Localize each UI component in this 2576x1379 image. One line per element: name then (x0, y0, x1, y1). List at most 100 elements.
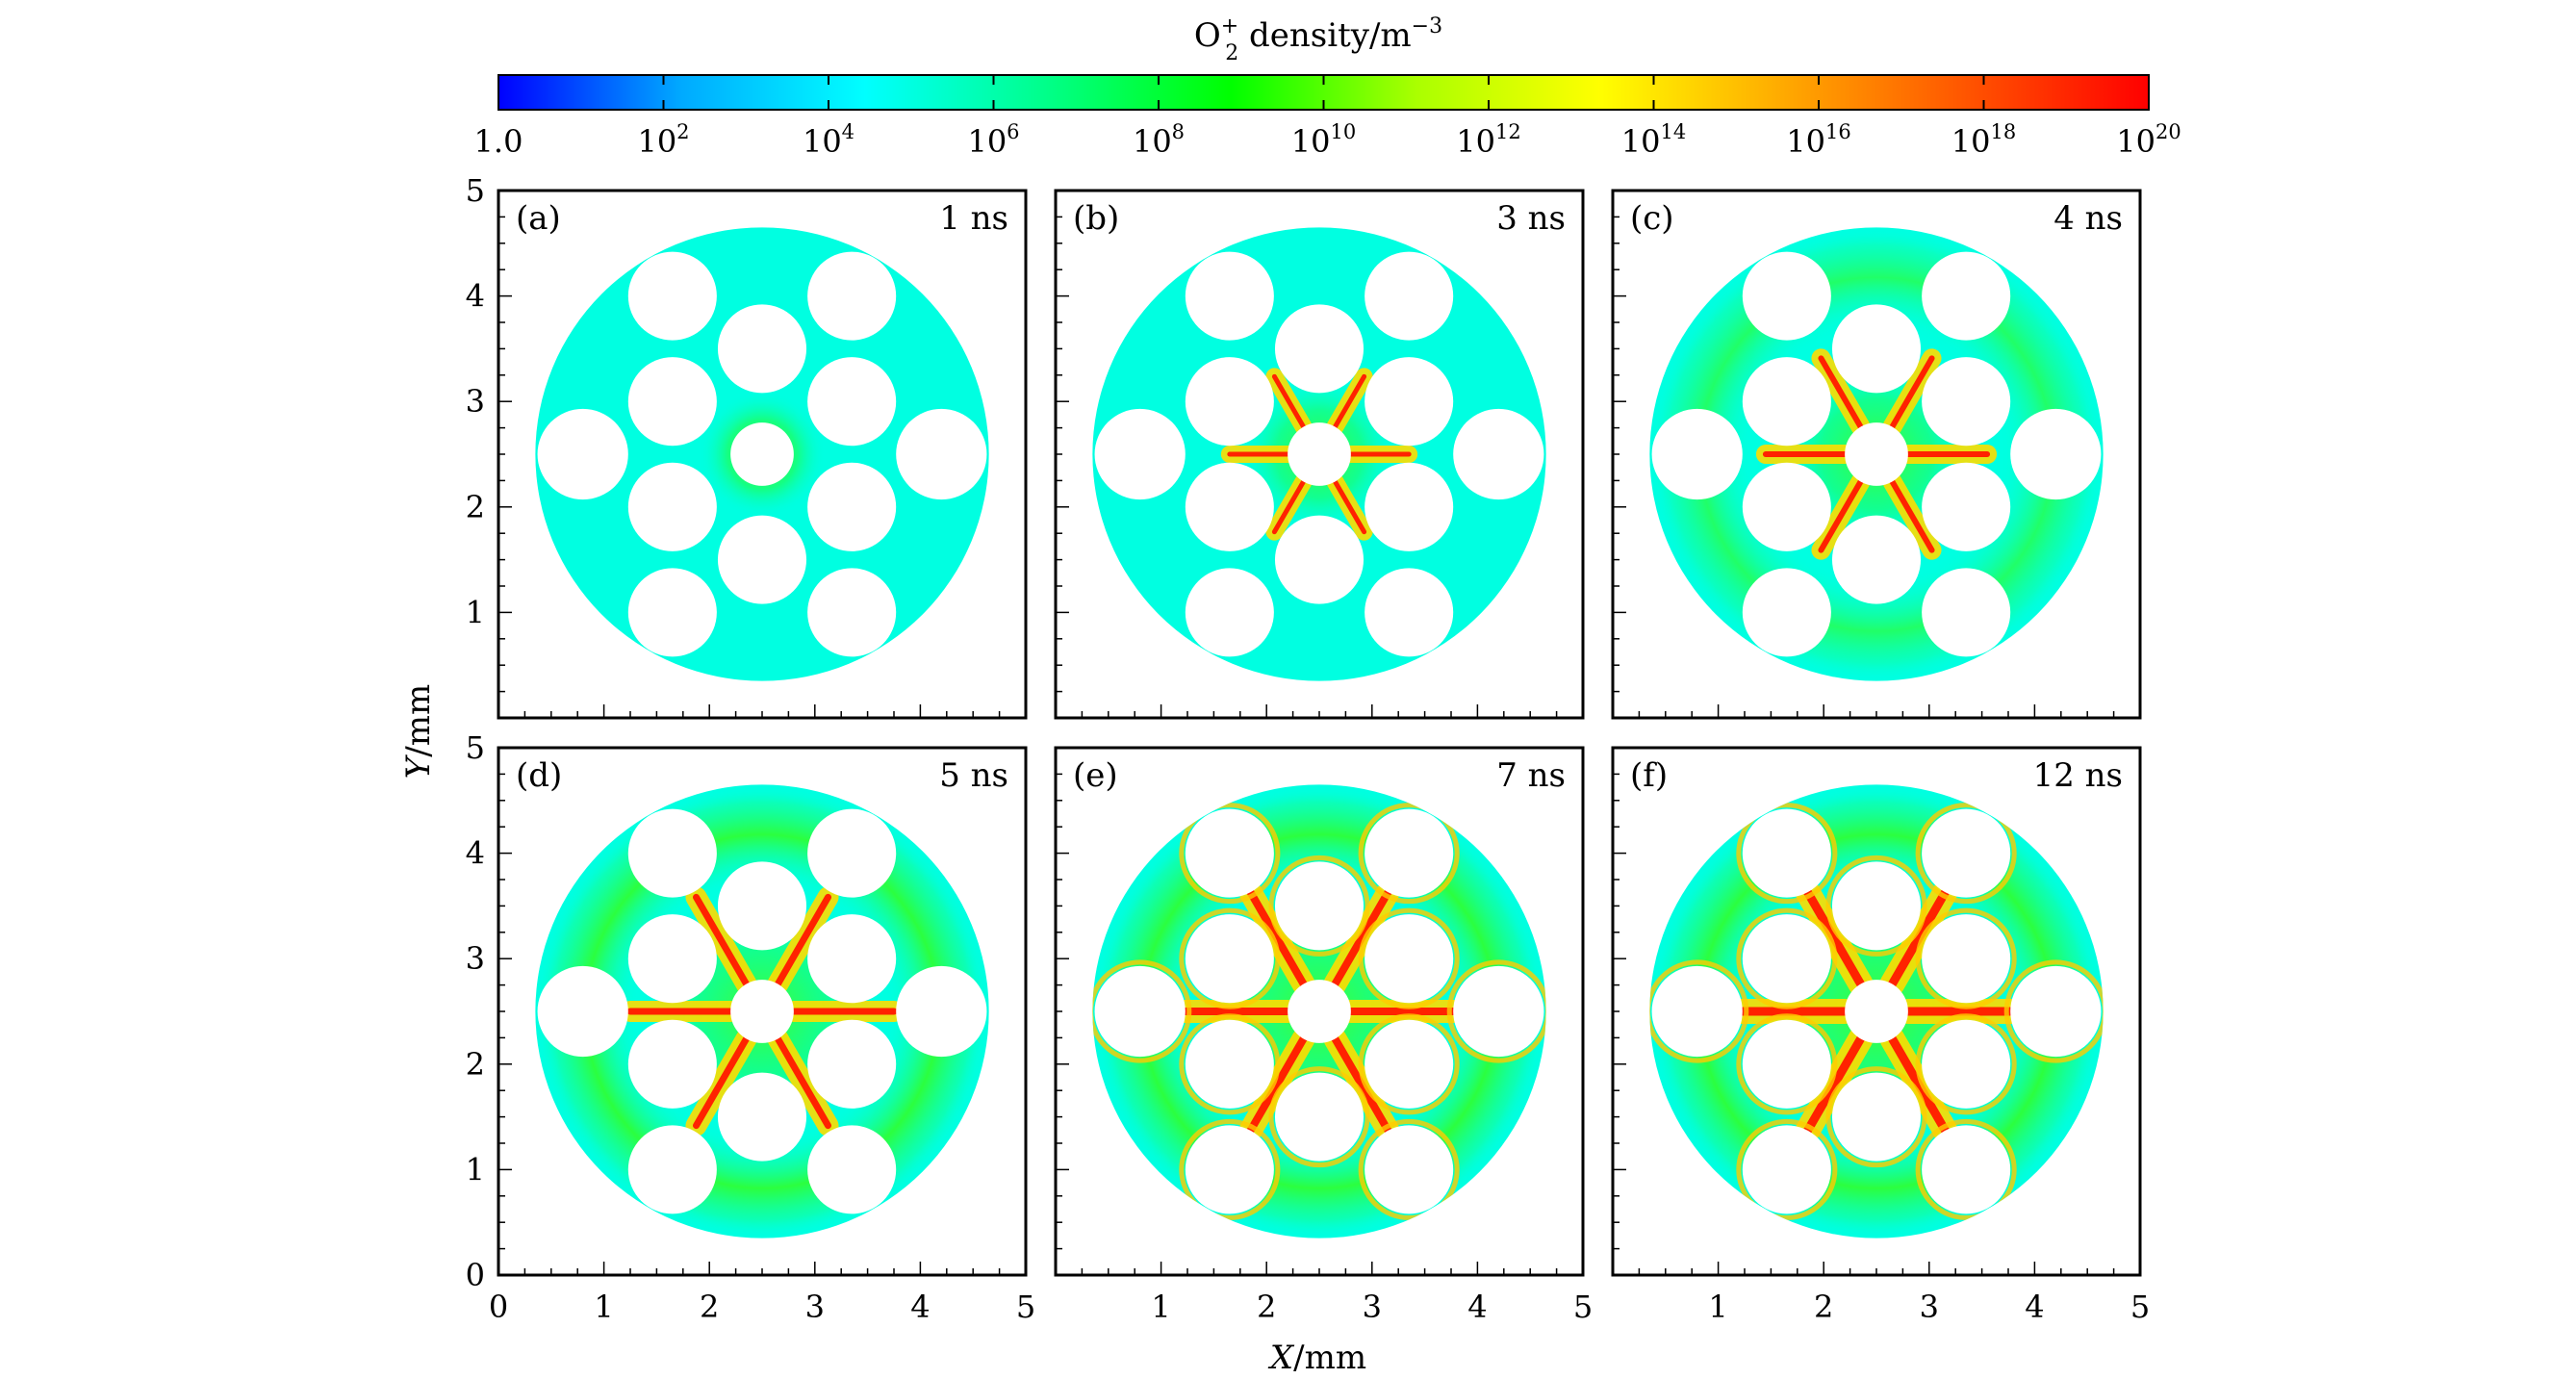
dielectric-bead (717, 515, 807, 604)
colorbar-tick-label: 1018 (1951, 120, 2016, 160)
streamer-core (1818, 478, 1864, 553)
surface-glow (1358, 1118, 1460, 1220)
dielectric-bead (2010, 408, 2102, 500)
surface-glow (1179, 907, 1281, 1009)
surface-glow (1736, 1118, 1838, 1220)
colorbar-tick-label: 1014 (1621, 120, 1686, 160)
dielectric-bead (896, 965, 987, 1058)
dielectric-bead (1365, 1019, 1454, 1109)
streamer-core (774, 1034, 831, 1130)
x-tick-label: 1 (1151, 1289, 1170, 1325)
dielectric-bead (627, 357, 717, 447)
x-tick-label: 0 (489, 1289, 508, 1325)
y-tick-label: 1 (466, 594, 485, 630)
y-tick-label: 5 (466, 729, 485, 766)
x-tick-label: 2 (700, 1289, 719, 1325)
dielectric-bead (807, 1125, 897, 1214)
dielectric-bead (807, 914, 897, 1004)
surface-glow (1736, 1013, 1838, 1115)
streamer-core (1332, 478, 1367, 535)
streamer-core (1271, 373, 1307, 430)
dielectric-bead (896, 408, 987, 500)
panels: 1 2 3 4 5 (a) 1 ns (b) 3 ns (c) 4 ns 0 1 2 3 4 5 0 1 2 3 4 5 (d… (466, 172, 2151, 1325)
x-tick-label: 1 (1708, 1289, 1727, 1325)
surface-glow (1825, 855, 1927, 957)
dielectric-bead (1274, 304, 1365, 394)
dielectric-bead (1185, 357, 1274, 447)
panel-time: 3 ns (1496, 199, 1566, 238)
dielectric-bead (1845, 980, 1908, 1043)
panel-time: 12 ns (2033, 756, 2123, 795)
x-tick-label: 1 (594, 1289, 613, 1325)
streamer-core (693, 1034, 751, 1130)
surface-glow (1358, 1013, 1460, 1115)
dielectric-bead (2010, 965, 2102, 1058)
streamer-core (1803, 1034, 1866, 1135)
dielectric-bead (1651, 965, 1743, 1058)
dielectric-bead (1365, 1125, 1454, 1214)
dielectric-bead (1922, 251, 2011, 341)
x-tick-label: 5 (2130, 1289, 2150, 1325)
colorbar-tick-label: 1.0 (474, 123, 523, 160)
panel-time: 4 ns (2053, 199, 2123, 238)
dielectric-bead (1274, 861, 1365, 951)
x-tick-label: 3 (1363, 1289, 1382, 1325)
y-tick-label: 3 (466, 383, 485, 420)
dielectric-bead (1831, 515, 1922, 604)
colorbar-tick-label: 104 (803, 120, 854, 160)
dielectric-bead (1288, 422, 1351, 486)
streamer-core (1246, 888, 1308, 988)
dielectric-bead (1185, 808, 1274, 898)
dielectric-bead (627, 251, 717, 341)
x-tick-label: 4 (2025, 1289, 2044, 1325)
panel-time: 5 ns (939, 756, 1008, 795)
dielectric-bead (627, 1125, 717, 1214)
y-tick-label: 4 (466, 278, 485, 315)
surface-glow (1649, 959, 1749, 1063)
dielectric-bead (1185, 1019, 1274, 1109)
dielectric-bead (1274, 515, 1365, 604)
panel-tag: (a) (516, 199, 561, 238)
dielectric-bead (807, 251, 897, 341)
dielectric-bead (1742, 808, 1831, 898)
dielectric-bead (807, 462, 897, 551)
dielectric-bead (627, 462, 717, 551)
y-tick-label: 1 (466, 1151, 485, 1187)
panel-e: 1 2 3 4 5 (e) 7 ns (1054, 746, 1593, 1325)
surface-glow (1825, 1066, 1927, 1168)
x-axis-label: X/mm (1267, 1339, 1366, 1377)
surface-glow (1446, 959, 1546, 1063)
dielectric-bead (1922, 568, 2011, 657)
panel-time: 7 ns (1496, 756, 1566, 795)
colorbar: O+ 2 density/m−3 1.0 102 104 106 108 1010 1012 1… (474, 14, 2181, 160)
streamer-core (1887, 1034, 1950, 1135)
streamer-core (1331, 888, 1392, 988)
dielectric-bead (627, 808, 717, 898)
x-tick-label: 3 (1920, 1289, 1939, 1325)
surface-glow (1736, 907, 1838, 1009)
dielectric-bead (1185, 914, 1274, 1004)
dielectric-bead (1742, 251, 1831, 341)
surface-glow (1179, 1013, 1281, 1115)
x-tick-label: 4 (910, 1289, 930, 1325)
surface-glow (1915, 907, 2017, 1009)
y-tick-label: 4 (466, 835, 485, 872)
panel-tag: (d) (516, 756, 562, 795)
dielectric-bead (1365, 568, 1454, 657)
surface-glow (1179, 803, 1281, 905)
panel-tag: (e) (1073, 756, 1118, 795)
colorbar-tick-label: 1010 (1291, 120, 1356, 160)
dielectric-bead (1922, 357, 2011, 447)
dielectric-bead (1185, 568, 1274, 657)
streamer-core (693, 893, 751, 988)
dielectric-bead (1365, 357, 1454, 447)
dielectric-bead (1742, 357, 1831, 447)
x-tick-label: 3 (805, 1289, 825, 1325)
dielectric-bead (1365, 251, 1454, 341)
dielectric-bead (807, 357, 897, 447)
dielectric-bead (1453, 965, 1544, 1058)
dielectric-bead (1185, 251, 1274, 341)
dielectric-bead (807, 808, 897, 898)
dielectric-bead (1365, 808, 1454, 898)
colorbar-tick-label: 1012 (1456, 120, 1520, 160)
